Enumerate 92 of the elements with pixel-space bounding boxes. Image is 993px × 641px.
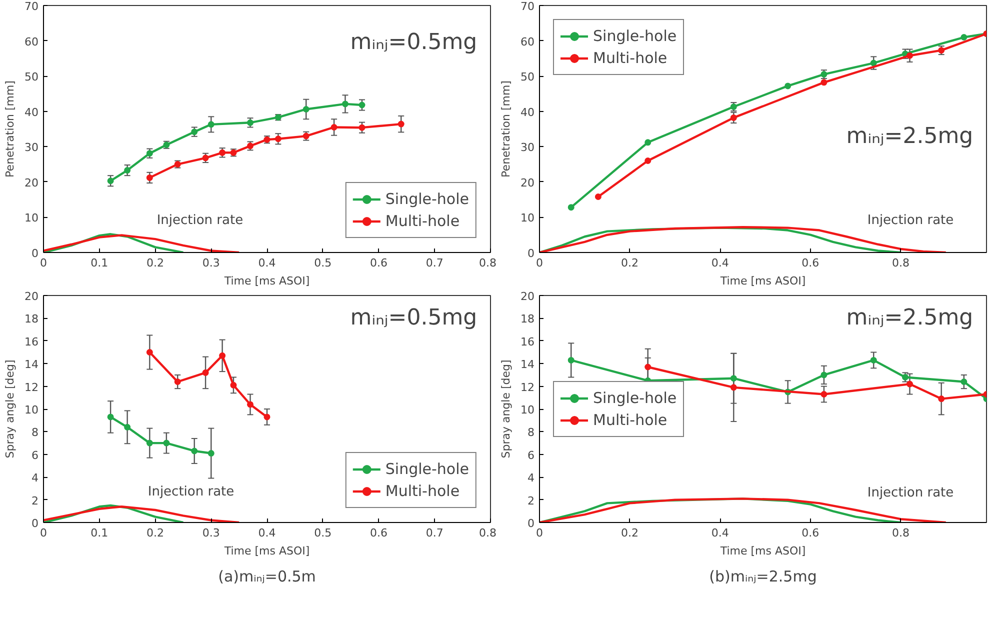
y-tick-label: 70 [24,0,39,13]
annotation: Injection rate [867,485,954,500]
y-tick-label: 30 [24,141,39,154]
x-axis-title: Time [ms ASOI] [719,544,806,558]
x-tick-label: 0.1 [90,256,108,270]
y-axis-title: Penetration [mm] [4,80,17,178]
legend-label: Single-hole [385,460,469,478]
y-tick-label: 20 [520,176,535,190]
y-tick-label: 20 [520,290,535,303]
y-tick-label: 8 [528,426,534,440]
y-tick-label: 20 [24,176,39,190]
text: (b)mᵢₙⱼ=2.5mg [709,568,817,586]
x-tick-label: 0.8 [892,256,910,270]
y-tick-label: 0 [528,247,534,260]
legend-label: Multi-hole [593,410,668,428]
annotation: mᵢₙⱼ=2.5mg [846,124,974,149]
legend-label: Single-hole [385,190,469,208]
y-tick-label: 18 [520,312,535,326]
x-tick-label: 0.8 [892,526,910,540]
y-tick-label: 4 [32,472,38,485]
x-axis-title: Time [ms ASOI] [719,274,806,288]
y-axis-title: Spray angle [deg] [500,360,513,458]
x-tick-label: 0.6 [802,256,820,270]
x-tick-label: 0.3 [202,526,220,540]
x-tick-label: 0.2 [621,526,639,540]
x-tick-label: 0.8 [479,256,497,270]
y-tick-label: 60 [520,35,535,48]
y-tick-label: 4 [528,472,534,485]
y-tick-label: 10 [24,212,39,225]
legend-label: Multi-hole [593,49,668,67]
x-tick-label: 0.4 [711,526,729,540]
x-tick-label: 0.6 [370,256,388,270]
y-tick-label: 20 [24,290,39,303]
y-tick-label: 10 [520,404,535,416]
annotation: Injection rate [156,212,244,228]
y-tick-label: 30 [520,141,535,154]
x-tick-label: 0 [536,256,543,270]
y-tick-label: 40 [24,106,39,119]
annotation: Injection rate [867,212,954,228]
y-tick-label: 14 [24,358,39,372]
y-tick-label: 16 [24,335,39,348]
x-tick-label: 0.4 [711,256,729,270]
y-tick-label: 2 [528,494,534,508]
y-tick-label: 10 [520,212,535,225]
x-tick-label: 0 [40,526,47,540]
text: (a)mᵢₙⱼ=0.5m [218,568,316,586]
y-tick-label: 70 [520,0,535,13]
y-tick-label: 2 [32,494,38,508]
x-tick-label: 0.3 [202,256,220,270]
y-tick-label: 10 [24,404,39,416]
annotation: mᵢₙⱼ=0.5mg [350,306,478,331]
annotation: mᵢₙⱼ=2.5mg [846,306,974,331]
x-axis-title: Time [ms ASOI] [223,274,310,288]
x-tick-label: 0.4 [258,526,276,540]
y-tick-label: 60 [24,35,39,48]
y-tick-label: 6 [528,448,534,462]
y-tick-label: 18 [24,312,39,326]
x-tick-label: 0 [536,526,543,540]
y-tick-label: 6 [32,448,38,462]
y-tick-label: 16 [520,335,535,348]
y-tick-label: 12 [520,380,535,394]
x-tick-label: 0 [40,256,47,270]
x-tick-label: 0.4 [258,256,276,270]
x-tick-label: 0.6 [802,526,820,540]
x-tick-label: 0.6 [370,526,388,540]
legend-label: Multi-hole [385,482,460,500]
y-tick-label: 0 [32,517,38,530]
y-tick-label: 14 [520,358,535,372]
annotation: Injection rate [148,484,234,500]
x-axis-title: Time [ms ASOI] [223,544,310,558]
y-tick-label: 50 [24,70,39,84]
x-tick-label: 0.2 [146,526,164,540]
x-tick-label: 0.8 [479,526,497,540]
y-tick-label: 0 [528,517,534,530]
legend-label: Single-hole [593,388,677,406]
x-tick-label: 0.7 [426,526,444,540]
annotation: mᵢₙⱼ=0.5mg [350,30,478,56]
legend-label: Multi-hole [385,212,460,230]
x-tick-label: 0.2 [146,256,164,270]
legend-label: Single-hole [593,27,677,45]
y-tick-label: 0 [32,247,38,260]
x-tick-label: 0.1 [90,526,108,540]
y-axis-title: Penetration [mm] [500,80,513,178]
x-tick-label: 0.5 [314,256,332,270]
y-tick-label: 50 [520,70,535,84]
y-axis-title: Spray angle [deg] [4,360,17,458]
x-tick-label: 0.7 [426,256,444,270]
y-tick-label: 8 [32,426,38,440]
y-tick-label: 12 [24,380,39,394]
x-tick-label: 0.2 [621,256,639,270]
x-tick-label: 0.5 [314,526,332,540]
y-tick-label: 40 [520,106,535,119]
